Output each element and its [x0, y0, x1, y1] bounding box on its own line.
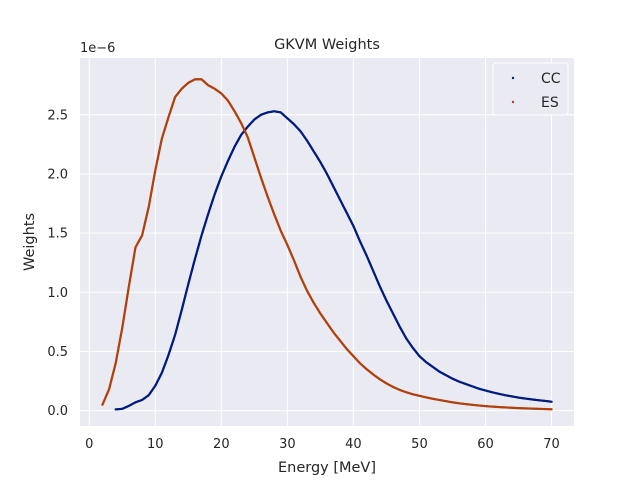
y-tick-label: 2.5 [47, 108, 68, 123]
y-tick-label: 1.5 [47, 227, 68, 242]
x-tick-label: 70 [543, 437, 560, 452]
y-tick-label: 2.0 [47, 167, 68, 182]
legend-label-es: ES [541, 95, 559, 111]
x-tick-label: 10 [147, 437, 164, 452]
x-tick-label: 30 [279, 437, 296, 452]
x-tick-label: 50 [411, 437, 428, 452]
x-tick-label: 60 [477, 437, 494, 452]
y-axis-title: Weights [22, 213, 38, 271]
y-tick-label: 0.5 [47, 345, 68, 360]
y-tick-label: 0.0 [47, 404, 68, 419]
plot-area [80, 58, 574, 426]
legend-marker-es [511, 100, 515, 104]
series-layer [101, 78, 553, 411]
series-cc [114, 110, 553, 411]
y-tick-label: 1.0 [47, 286, 68, 301]
chart-title: GKVM Weights [274, 37, 380, 53]
y-tick-labels: 0.0 0.5 1.0 1.5 2.0 2.5 [47, 108, 68, 419]
grid-layer [80, 58, 574, 426]
x-tick-label: 40 [345, 437, 362, 452]
data-point [550, 400, 553, 403]
x-tick-label: 20 [213, 437, 230, 452]
y-offset-label: 1e−6 [80, 41, 115, 56]
legend-box [492, 62, 569, 116]
legend-label-cc: CC [541, 71, 561, 87]
legend-marker-cc [511, 76, 515, 80]
x-tick-labels: 0 10 20 30 40 50 60 70 [85, 437, 560, 452]
legend: CC ES [492, 62, 569, 116]
x-tick-label: 0 [85, 437, 93, 452]
x-axis-title: Energy [MeV] [278, 460, 376, 476]
series-es [101, 78, 553, 411]
data-point [550, 408, 553, 411]
